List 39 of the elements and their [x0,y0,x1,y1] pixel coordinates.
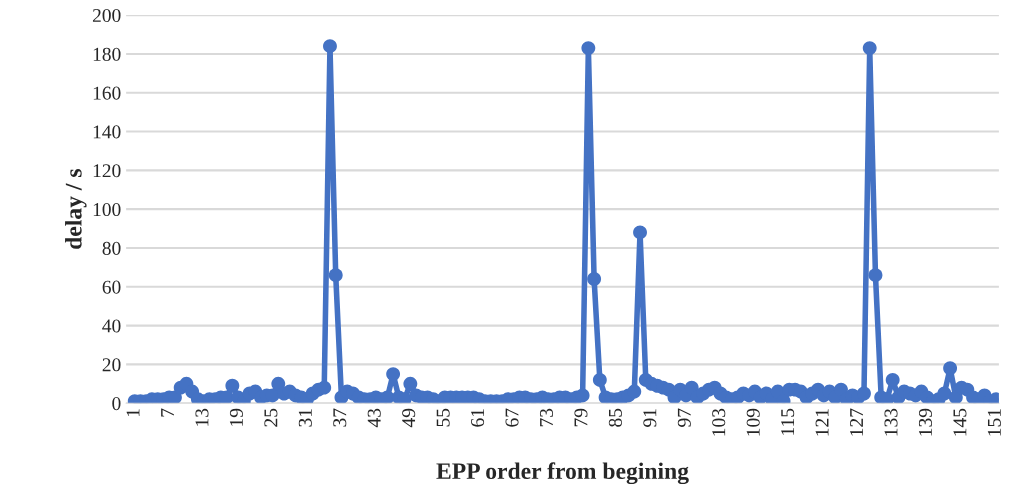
y-tick-label: 160 [93,86,121,100]
y-tick-label: 100 [93,202,121,217]
x-tick-label: 109 [746,408,760,436]
x-tick-label: 25 [264,408,278,427]
x-tick-label: 115 [781,408,795,435]
y-tick-label: 180 [93,47,121,61]
x-tick-label: 49 [402,408,416,428]
y-axis-title: delay / s [65,169,87,249]
y-tick-label: 200 [92,8,121,23]
x-tick-label: 127 [850,408,863,436]
x-tick-label: 79 [574,408,588,427]
y-tick-label: 80 [102,241,121,255]
x-tick-label: 73 [539,408,554,427]
x-tick-label: 121 [815,409,829,436]
x-axis-title: EPP order from begining [436,462,689,485]
y-tick-label: 120 [93,164,121,178]
x-tick-label: 43 [367,408,381,428]
y-tick-label: 40 [102,319,121,333]
x-tick-label: 19 [229,408,243,426]
x-tick-label: 37 [333,408,347,427]
x-tick-label: 55 [436,408,450,427]
x-tick-label: 139 [918,408,932,436]
x-tick-label: 103 [712,408,726,436]
x-tick-label: 31 [298,409,312,427]
y-tick-label: 140 [93,125,121,139]
x-tick-label: 97 [677,408,691,427]
x-tick-label: 13 [195,408,209,426]
x-tick-label: 151 [987,409,1001,436]
x-tick-label: 145 [953,408,967,436]
x-tick-label: 91 [643,409,657,427]
y-tick-label: 0 [112,397,121,411]
x-tick-label: 7 [161,408,174,417]
y-tick-label: 20 [102,358,121,372]
x-tick-label: 133 [884,408,898,436]
x-tick-label: 61 [471,409,485,427]
x-tick-label: 67 [505,408,519,427]
y-tick-label: 60 [102,280,121,294]
x-tick-label: 1 [126,409,140,417]
x-tick-label: 85 [608,408,622,427]
